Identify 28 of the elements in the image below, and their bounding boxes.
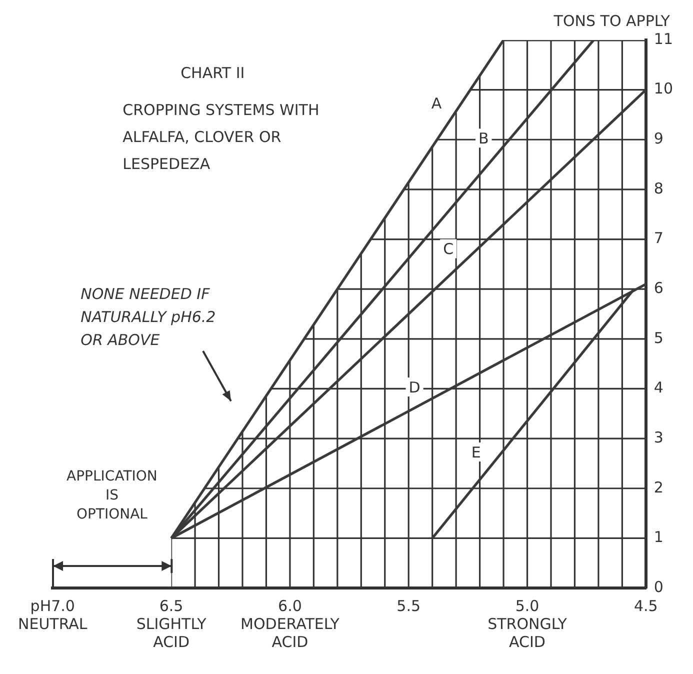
y-tick-label: 0	[654, 578, 664, 596]
y-tick-label: 10	[654, 80, 674, 98]
x-tick-label: 5.0 STRONGLY ACID	[488, 596, 568, 651]
x-tick-label: 6.5 SLIGHTLY ACID	[136, 596, 208, 651]
y-tick-label: 9	[654, 130, 664, 148]
series-label: D	[408, 378, 420, 396]
y-tick-label: 11	[654, 30, 674, 48]
series-label: C	[443, 240, 454, 258]
x-tick-label: pH7.0 NEUTRAL	[18, 596, 88, 633]
text: CROPPING SYSTEMS WITH ALFALFA, CLOVER OR LESPEDEZA	[122, 101, 320, 173]
annotation: NONE NEEDED IF NATURALLY pH6.2 OR ABOVE	[80, 285, 216, 350]
series-label: A	[431, 94, 442, 113]
y-tick-label: 8	[654, 179, 664, 198]
y-tick-label: 5	[654, 328, 664, 347]
y-tick-label: 2	[654, 478, 664, 496]
series-label: B	[478, 130, 489, 148]
y-tick-label: 1	[654, 528, 664, 546]
x-tick-label: 5.5	[396, 596, 421, 615]
y-tick-label: 3	[654, 428, 664, 446]
x-tick-label: 6.0 MODERATELY ACID	[240, 596, 340, 651]
series-label: E	[471, 443, 481, 462]
annotation: APPLICATION IS OPTIONAL	[66, 468, 158, 522]
y-axis-title: TONS TO APPLY	[552, 12, 671, 30]
y-tick-label: 7	[654, 229, 664, 248]
text: CHART II	[180, 64, 245, 82]
y-tick-label: 4	[654, 378, 664, 397]
x-tick-label: 4.5	[634, 596, 658, 615]
y-tick-label: 6	[654, 278, 664, 297]
